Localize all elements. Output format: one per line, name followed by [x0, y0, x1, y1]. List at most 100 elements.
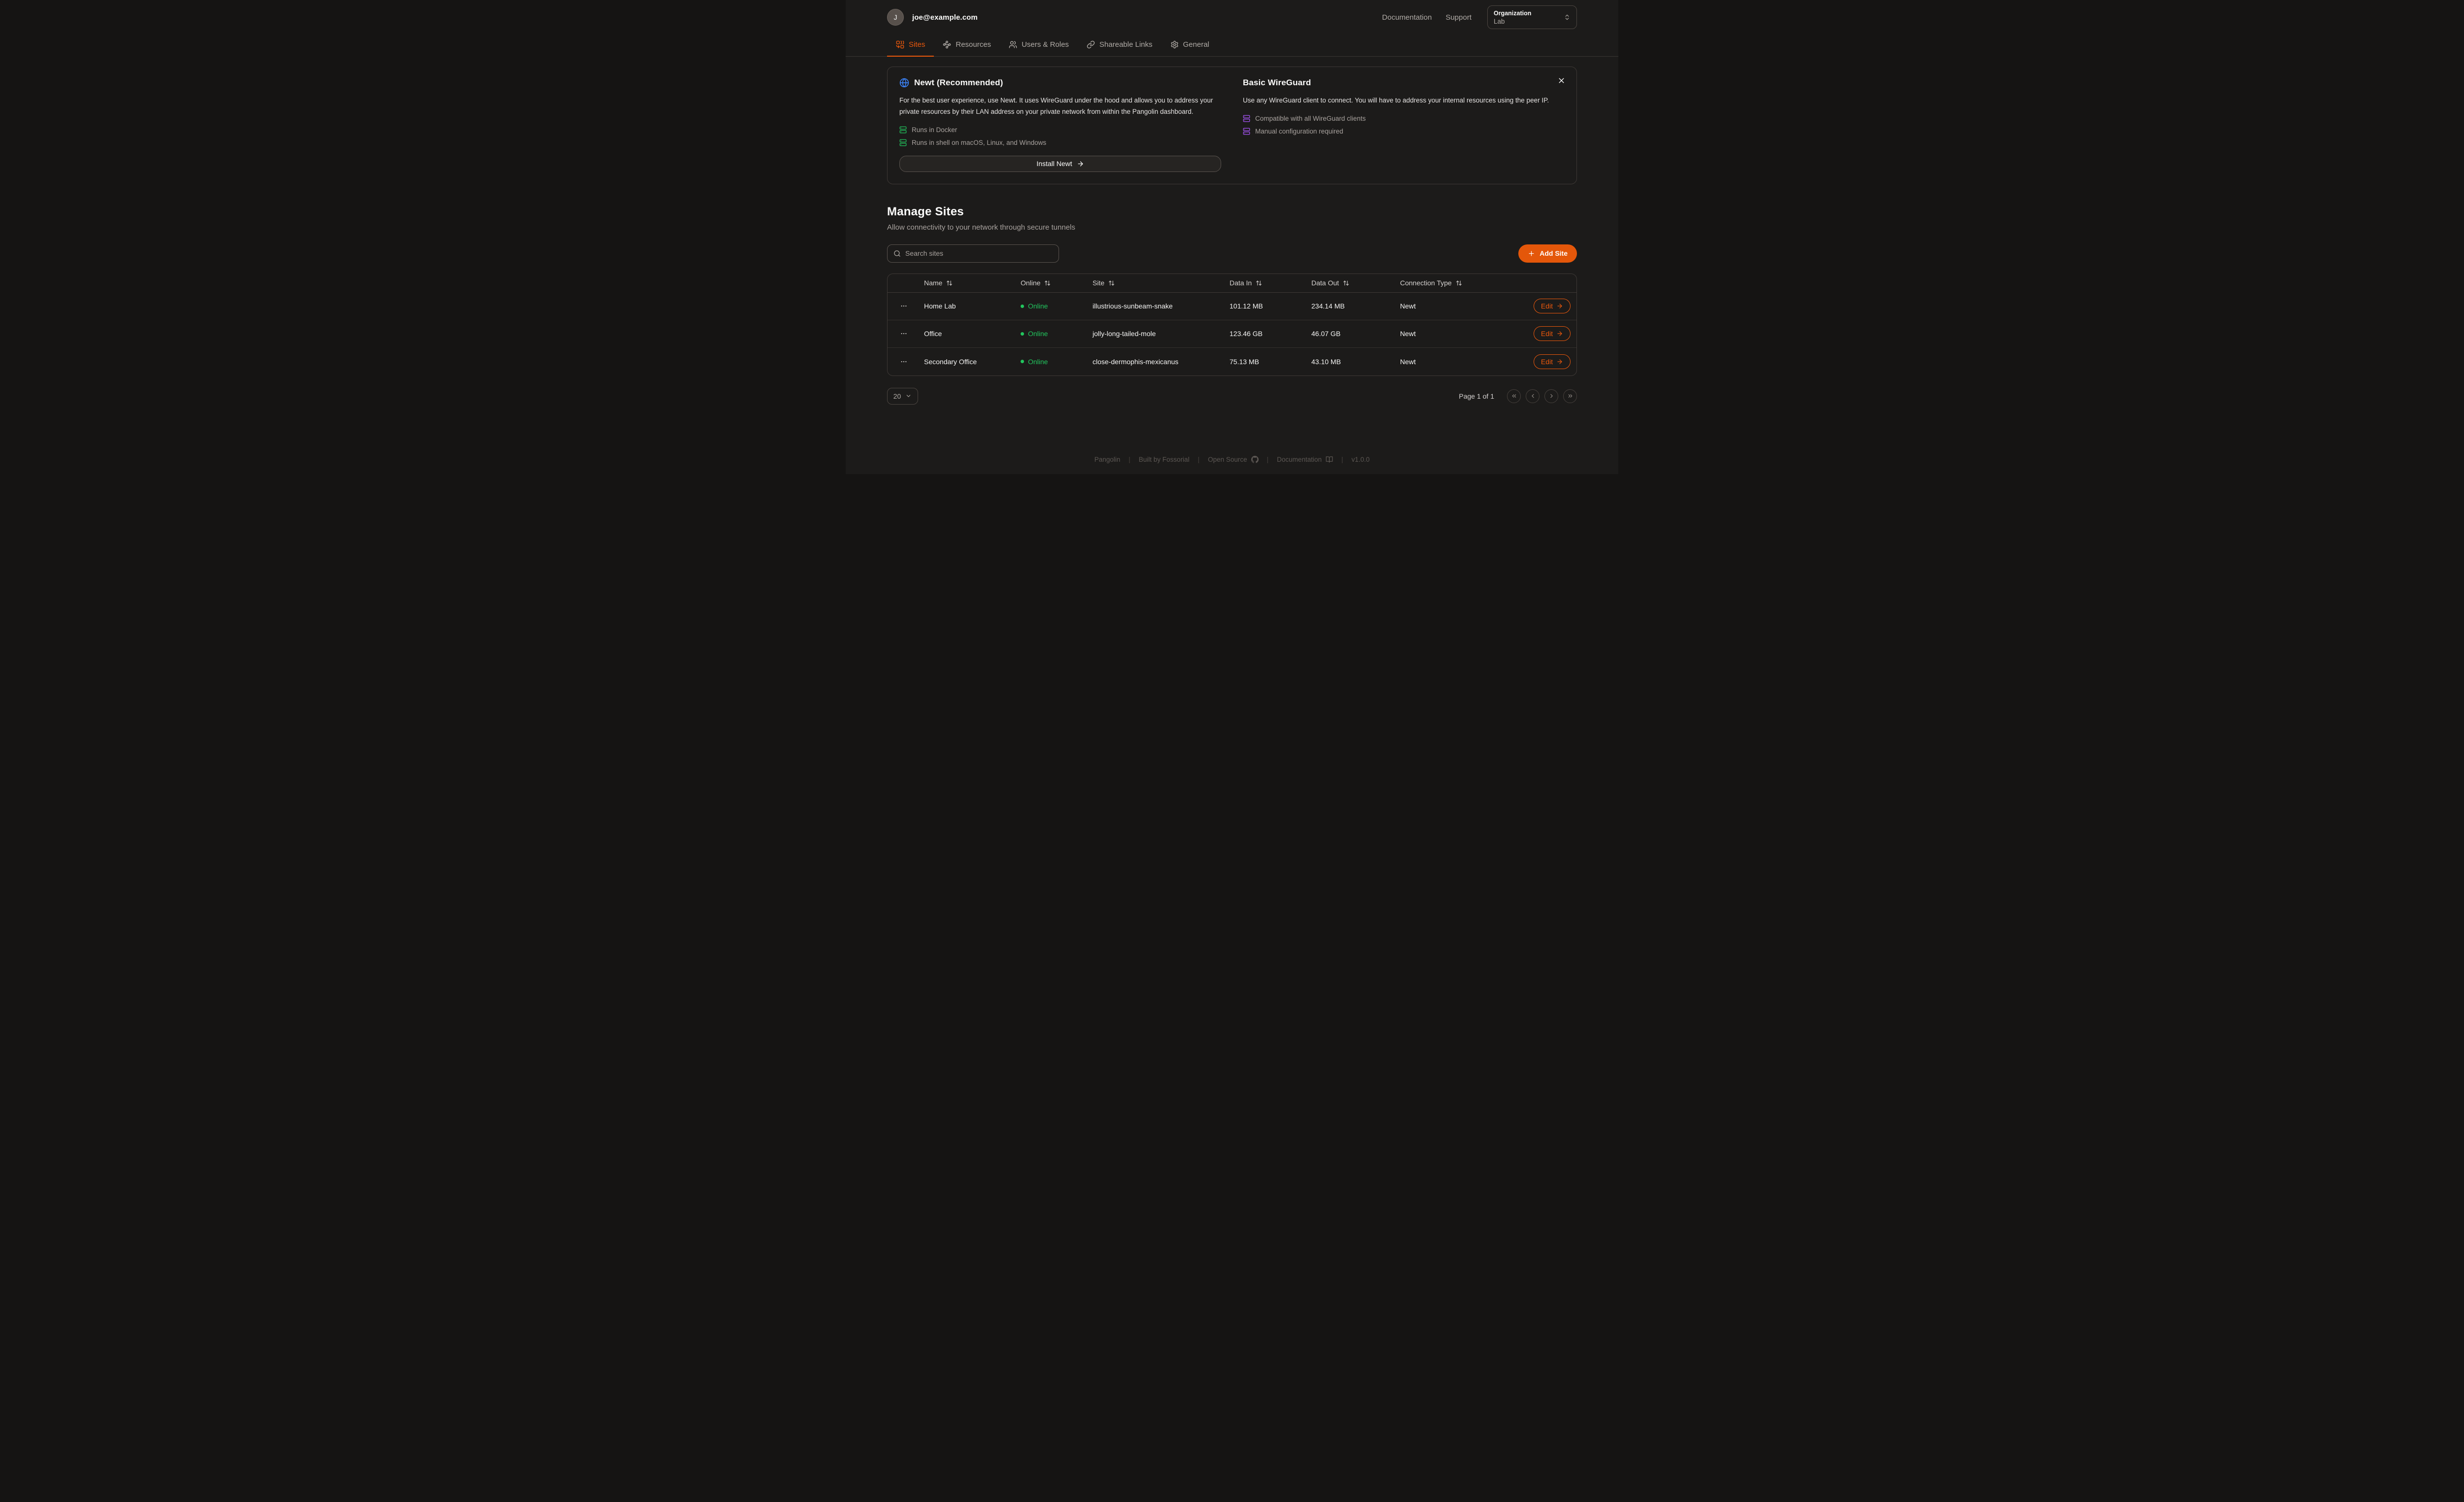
page-size-value: 20	[893, 392, 901, 400]
newt-option: Newt (Recommended) For the best user exp…	[899, 78, 1221, 172]
row-menu-button[interactable]	[898, 328, 910, 340]
data-out: 43.10 MB	[1311, 357, 1341, 366]
table-row: Secondary Office Online close-dermophis-…	[888, 348, 1576, 376]
arrow-right-icon	[1077, 160, 1084, 168]
column-header-connection-type[interactable]: Connection Type	[1391, 279, 1525, 287]
ellipsis-icon	[900, 330, 908, 338]
wireguard-option: Basic WireGuard Use any WireGuard client…	[1243, 78, 1565, 172]
tab-shareable-links[interactable]: Shareable Links	[1078, 34, 1162, 57]
combine-icon	[896, 40, 904, 49]
status-label: Online	[1028, 330, 1048, 338]
site-id: jolly-long-tailed-mole	[1093, 330, 1156, 338]
app-header: J joe@example.com Documentation Support …	[846, 0, 1618, 34]
close-icon	[1557, 76, 1566, 85]
column-header-data-out[interactable]: Data Out	[1302, 279, 1391, 287]
tab-sites[interactable]: Sites	[887, 34, 934, 57]
tab-label: Shareable Links	[1099, 40, 1153, 49]
chevron-left-icon	[1530, 393, 1536, 399]
table-header-row: Name Online Site Data In Data Out Connec…	[888, 274, 1576, 293]
column-header-site[interactable]: Site	[1084, 279, 1221, 287]
tab-label: Sites	[909, 40, 925, 49]
status-label: Online	[1028, 302, 1048, 310]
column-label: Name	[924, 279, 943, 287]
server-icon	[1243, 128, 1250, 135]
chevrons-left-icon	[1511, 393, 1517, 399]
edit-cell: Edit	[1525, 326, 1576, 341]
column-label: Online	[1021, 279, 1041, 287]
online-status: Online	[1012, 302, 1084, 310]
site-name: Office	[924, 330, 942, 338]
nav-link-support[interactable]: Support	[1445, 13, 1472, 22]
install-newt-label: Install Newt	[1036, 160, 1072, 168]
row-menu-button[interactable]	[898, 356, 910, 368]
close-banner-button[interactable]	[1556, 75, 1567, 86]
newt-description: For the best user experience, use Newt. …	[899, 97, 1213, 115]
footer-separator: |	[1341, 455, 1343, 463]
tab-resources[interactable]: Resources	[934, 34, 1000, 57]
next-page-button[interactable]	[1544, 389, 1558, 403]
link-icon	[1087, 40, 1095, 49]
search-box	[887, 244, 1059, 263]
nav-link-documentation[interactable]: Documentation	[1382, 13, 1432, 22]
ellipsis-icon	[900, 358, 908, 366]
footer-separator: |	[1198, 455, 1200, 463]
footer-built-by: Built by Fossorial	[1138, 455, 1190, 463]
column-header-name[interactable]: Name	[915, 279, 1012, 287]
tab-general[interactable]: General	[1162, 34, 1218, 57]
feature-label: Runs in shell on macOS, Linux, and Windo…	[912, 138, 1047, 146]
waypoints-icon	[943, 40, 951, 49]
site-name: Home Lab	[924, 302, 956, 310]
pager-buttons	[1507, 389, 1577, 403]
sort-icon	[1044, 280, 1051, 286]
add-site-button[interactable]: Add Site	[1518, 244, 1577, 263]
search-icon	[893, 250, 901, 257]
page-size-select[interactable]: 20	[887, 387, 918, 405]
data-in: 123.46 GB	[1230, 330, 1263, 338]
column-label: Data Out	[1311, 279, 1339, 287]
server-icon	[1243, 115, 1250, 122]
column-label: Connection Type	[1400, 279, 1452, 287]
sort-icon	[1456, 280, 1462, 286]
search-input[interactable]	[905, 249, 1053, 258]
edit-cell: Edit	[1525, 299, 1576, 314]
edit-site-button[interactable]: Edit	[1533, 299, 1571, 314]
data-out: 234.14 MB	[1311, 302, 1345, 310]
feature-item: Manual configuration required	[1243, 128, 1565, 135]
edit-site-button[interactable]: Edit	[1533, 354, 1571, 369]
main-content: Newt (Recommended) For the best user exp…	[846, 67, 1618, 405]
first-page-button[interactable]	[1507, 389, 1521, 403]
github-icon	[1251, 456, 1259, 463]
organization-selector[interactable]: Organization Lab	[1487, 5, 1577, 29]
tab-bar: Sites Resources Users & Roles Shareable …	[846, 34, 1618, 57]
footer-separator: |	[1266, 455, 1269, 463]
organization-label: Organization	[1494, 9, 1532, 17]
online-dot	[1021, 360, 1024, 364]
site-name: Secondary Office	[924, 357, 977, 366]
pagination: 20 Page 1 of 1	[887, 387, 1577, 405]
ellipsis-icon	[900, 302, 908, 310]
tab-users-roles[interactable]: Users & Roles	[1000, 34, 1078, 57]
footer-documentation-link[interactable]: Documentation	[1277, 456, 1333, 463]
previous-page-button[interactable]	[1526, 389, 1540, 403]
row-menu-button[interactable]	[898, 300, 910, 312]
edit-site-button[interactable]: Edit	[1533, 326, 1571, 341]
tab-label: Resources	[956, 40, 992, 49]
data-out: 46.07 GB	[1311, 330, 1341, 338]
add-site-label: Add Site	[1540, 249, 1568, 258]
chevron-right-icon	[1548, 393, 1555, 399]
column-header-data-in[interactable]: Data In	[1221, 279, 1302, 287]
row-menu-cell	[888, 300, 915, 312]
chevron-down-icon	[905, 393, 912, 399]
avatar-initial: J	[893, 13, 897, 21]
column-header-online[interactable]: Online	[1012, 279, 1084, 287]
install-newt-button[interactable]: Install Newt	[899, 155, 1221, 172]
online-dot	[1021, 332, 1024, 336]
sort-icon	[946, 280, 953, 286]
footer-open-source-link[interactable]: Open Source	[1208, 455, 1259, 463]
globe-icon	[899, 78, 909, 88]
chevrons-up-down-icon	[1564, 14, 1571, 21]
online-dot	[1021, 304, 1024, 308]
data-in: 101.12 MB	[1230, 302, 1263, 310]
last-page-button[interactable]	[1563, 389, 1577, 403]
avatar[interactable]: J	[887, 9, 904, 26]
